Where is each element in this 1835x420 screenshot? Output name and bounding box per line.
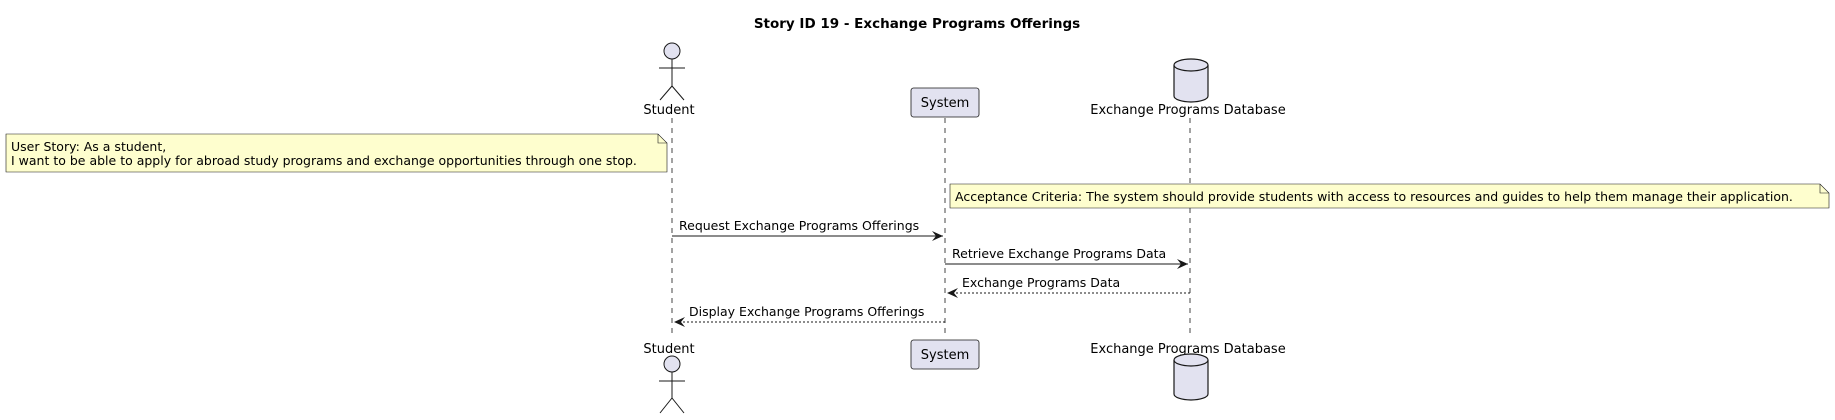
message-display-offerings: Display Exchange Programs Offerings [674,304,945,327]
database-icon [1173,353,1209,401]
participant-label: System [921,348,969,363]
note-line: I want to be able to apply for abroad st… [11,153,637,168]
participant-label: Student [643,103,694,118]
participant-student-bottom: Student [643,342,695,414]
participant-label: Exchange Programs Database [1090,342,1285,357]
actor-icon [659,42,685,101]
participant-system-bottom: System [910,339,980,370]
participant-database-top: Exchange Programs Database [1090,58,1286,118]
note-user-story: User Story: As a student, I want to be a… [5,133,668,173]
message-return-data: Exchange Programs Data [947,275,1190,298]
participant-label: Exchange Programs Database [1090,103,1285,118]
database-icon [1173,58,1209,103]
note-acceptance-criteria: Acceptance Criteria: The system should p… [949,183,1830,209]
message-label: Request Exchange Programs Offerings [679,218,919,233]
message-label: Exchange Programs Data [962,275,1120,290]
participant-label: Student [643,342,694,357]
message-retrieve-data: Retrieve Exchange Programs Data [945,246,1188,269]
participant-label: System [921,96,969,111]
note-line: User Story: As a student, [11,139,166,154]
message-label: Display Exchange Programs Offerings [689,304,924,319]
participant-student-top: Student [643,42,695,118]
participant-system-top: System [910,87,980,118]
message-request-offerings: Request Exchange Programs Offerings [672,218,943,241]
note-line: Acceptance Criteria: The system should p… [955,189,1793,204]
participant-database-bottom: Exchange Programs Database [1090,342,1286,401]
diagram-title: Story ID 19 - Exchange Programs Offering… [754,16,1080,32]
message-label: Retrieve Exchange Programs Data [952,246,1166,261]
actor-icon [659,355,685,414]
